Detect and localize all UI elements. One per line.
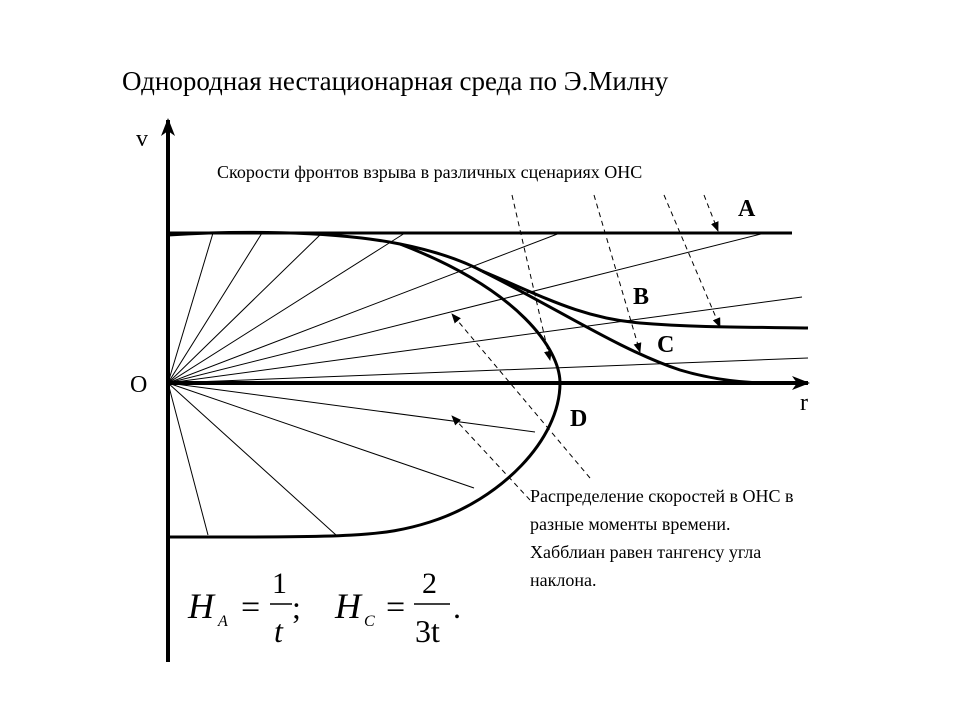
note-line: Хабблиан равен тангенсу угла <box>530 542 762 562</box>
dashed-pointer <box>451 313 591 479</box>
note-line: разные моменты времени. <box>530 514 731 534</box>
formula-eq: = <box>241 589 260 626</box>
front-velocities-caption: Скорости фронтов взрыва в различных сцен… <box>217 162 643 182</box>
formula-num-a: 1 <box>272 567 287 600</box>
v-axis-label: v <box>136 126 148 152</box>
formula-sub-c: C <box>364 613 375 630</box>
ray <box>167 382 337 536</box>
hubble-formula: H A = 1 t ; H C = 2 3t . <box>187 567 461 649</box>
ray <box>167 357 809 384</box>
curve-label-a: A <box>738 196 756 222</box>
dashed-pointer <box>593 194 642 353</box>
note-line: Распределение скоростей в ОНС в <box>530 486 794 506</box>
dashed-pointer <box>703 194 719 232</box>
curve-label-c: C <box>657 332 675 358</box>
ray <box>167 232 214 384</box>
ray <box>167 296 803 384</box>
formula-num-c: 2 <box>422 567 437 600</box>
note-line: наклона. <box>530 570 597 590</box>
r-axis-label: r <box>800 390 808 416</box>
formula-sep: ; <box>292 589 301 625</box>
dashed-pointer <box>663 194 721 328</box>
velocity-rays <box>167 232 809 536</box>
ray <box>167 382 209 536</box>
curve-d <box>167 242 562 539</box>
formula-eq: = <box>386 589 405 626</box>
curve-b <box>481 269 809 330</box>
ray <box>167 232 263 384</box>
curve-label-b: B <box>633 284 650 310</box>
formula-den-c: 3t <box>415 613 440 649</box>
formula-den-a: t <box>274 613 284 649</box>
ray <box>167 232 323 384</box>
dashed-pointer <box>451 415 531 501</box>
origin-label: O <box>130 372 148 398</box>
ray <box>167 232 766 384</box>
dashed-pointer <box>511 194 552 361</box>
velocity-distribution-note: Распределение скоростей в ОНС в разные м… <box>530 482 910 594</box>
formula-h-a: H <box>187 586 216 626</box>
ray <box>167 232 406 384</box>
formula-end: . <box>453 589 461 625</box>
ray <box>167 382 536 433</box>
formula-h-c: H <box>334 586 363 626</box>
ray <box>167 232 561 384</box>
formula-sub-a: A <box>217 613 228 630</box>
ray <box>167 382 475 489</box>
curve-label-d: D <box>570 406 588 432</box>
curve-a <box>167 230 483 273</box>
curve-c <box>481 269 791 385</box>
diagram-title: Однородная нестационарная среда по Э.Мил… <box>122 66 669 96</box>
